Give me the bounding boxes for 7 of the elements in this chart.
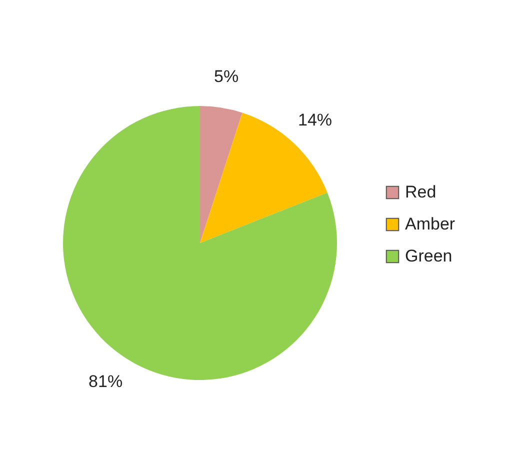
data-label: 14% (298, 110, 332, 130)
data-label: 81% (88, 372, 123, 391)
legend-label: Green (405, 246, 452, 266)
legend-label: Red (405, 182, 436, 202)
legend-label: Amber (405, 214, 456, 234)
data-label: 5% (214, 67, 239, 86)
pie-slice (200, 106, 242, 243)
